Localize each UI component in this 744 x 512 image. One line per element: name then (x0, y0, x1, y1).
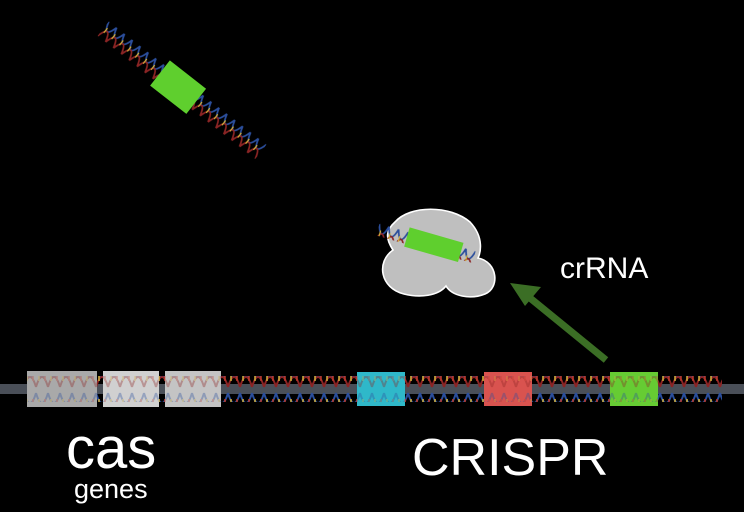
cas-protein-complex (376, 208, 496, 298)
protospacer-green (150, 60, 207, 114)
cas-gene-blocks (27, 371, 221, 407)
foreign-dna-fragment (96, 20, 268, 161)
crrna-label: crRNA (560, 252, 649, 285)
arrow (510, 283, 609, 363)
cas-label: cas (66, 416, 157, 481)
genes-label: genes (74, 474, 148, 504)
crispr-label: CRISPR (412, 429, 609, 487)
crispr-spacers (357, 372, 658, 406)
crrna-green (404, 227, 464, 263)
